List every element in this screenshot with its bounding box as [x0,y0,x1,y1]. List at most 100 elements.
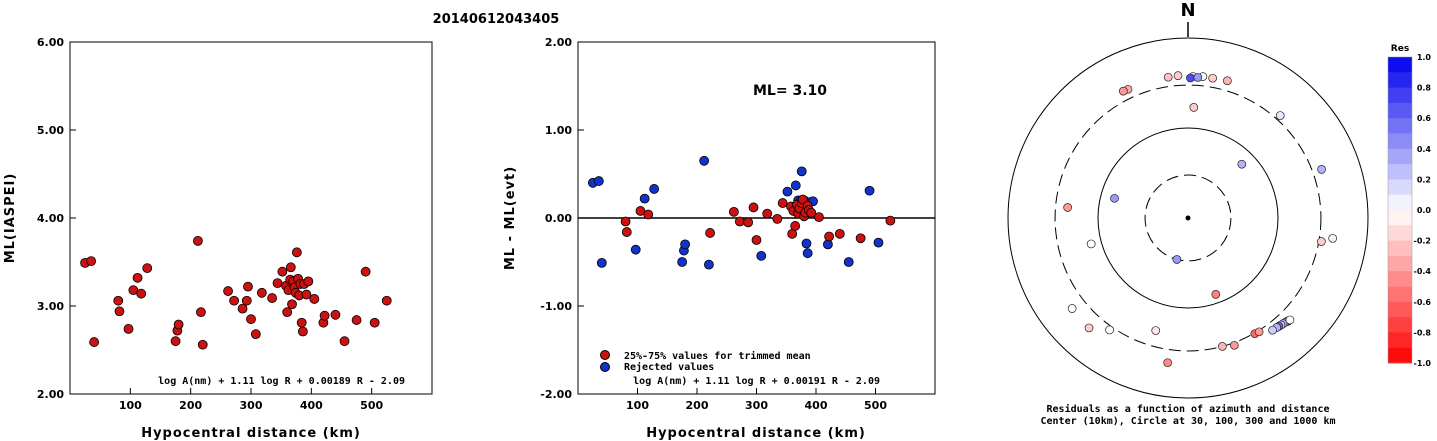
panel2-formula: log A(nm) + 1.11 log R + 0.00191 R - 2.0… [633,376,880,387]
station-point [1317,165,1326,174]
data-point [301,289,312,300]
x-tick-label: 200 [179,399,202,412]
station-point [1119,86,1128,96]
colorbar-label: 0.8 [1417,84,1432,93]
y-tick-label: 1.00 [545,124,572,137]
colorbar-label: 1.0 [1417,53,1432,62]
data-point [285,262,296,273]
station-point [1110,193,1119,203]
colorbar-cells [1388,57,1412,364]
colorbar-label: -0.8 [1414,328,1432,337]
trimmed-point [885,215,896,226]
colorbar-cell [1388,148,1412,165]
panel1-frame [69,41,433,395]
panel1-x-label: Hypocentral distance (km) [141,426,361,441]
rejected-point [801,238,812,249]
trimmed-point [806,207,817,218]
trimmed-point [620,216,631,227]
y-tick-label: 4.00 [37,212,64,225]
data-point [272,278,283,289]
colorbar-cell [1388,164,1412,180]
trimmed-point [790,221,801,231]
data-point [142,263,153,274]
polar-caption-line1: Residuals as a function of azimuth and d… [1047,403,1330,415]
ml-iaspei-panel: 100 200 300 400 500 2.00 3.00 4.00 5.00 6.00 log… [3,36,433,441]
colorbar-cell [1388,332,1412,349]
colorbar-cell [1388,102,1412,119]
colorbar-cell [1388,240,1412,257]
x-tick-label: 300 [240,399,263,412]
colorbar-cell [1388,271,1412,287]
data-point [303,276,314,287]
data-point [296,317,307,328]
colorbar-cell [1388,194,1412,211]
y-tick-label: 2.00 [37,388,64,401]
ring-30km [1144,174,1232,262]
data-point [360,266,371,277]
residual-colorbar: Res 1.0 0.8 0.6 0.4 0.2 0.0 -0.2 -0.4 -0.6 -0.8 -1… [1387,44,1432,368]
trimmed-point [621,227,632,237]
colorbar-cell [1388,301,1412,318]
data-point [256,287,267,298]
station-point [1189,103,1199,112]
data-point [291,247,302,258]
data-point [132,272,143,283]
station-point [1163,358,1173,368]
colorbar-label: -1.0 [1414,359,1432,368]
station-point [1317,237,1326,246]
distance-rings [1007,37,1369,399]
legend-rejected-marker [600,362,610,372]
legend-trimmed-marker [600,350,610,360]
data-point [229,295,240,306]
data-point [319,310,330,321]
data-point [351,315,362,325]
rejected-point [630,244,641,255]
data-point [277,266,288,277]
rejected-point [649,184,660,194]
colorbar-cell [1388,133,1412,150]
colorbar-cell [1388,87,1412,104]
rejected-point [593,176,604,186]
colorbar-frame [1387,56,1413,364]
trimmed-point [814,212,824,223]
rejected-point [782,186,793,197]
rejected-point [680,239,690,250]
ring-1000km [1007,37,1369,399]
colorbar-cell [1388,225,1412,242]
data-point [246,314,256,325]
data-point [369,317,380,328]
rejected-point [677,257,688,267]
colorbar-cell [1388,72,1412,89]
rejected-point [796,166,807,177]
y-tick-label: -2.00 [540,388,572,401]
ml-value-label: ML= 3.10 [753,83,827,99]
rejected-point [864,185,875,196]
station-point [1186,73,1195,83]
data-point [193,235,203,246]
station-point [1173,71,1183,81]
y-tick-label: 3.00 [37,300,64,313]
colorbar-label: -0.6 [1414,298,1432,307]
data-point [196,307,206,318]
polar-points [1063,71,1338,368]
colorbar-cell [1388,255,1412,272]
azimuth-distance-panel: N Residuals as a function of azimuth and… [1007,0,1369,427]
colorbar-labels: 1.0 0.8 0.6 0.4 0.2 0.0 -0.2 -0.4 -0.6 -0.8 -1.0 [1414,53,1432,368]
trimmed-point [777,198,788,208]
station-point [1163,72,1173,82]
data-point [123,323,134,334]
data-point [250,329,261,340]
station-point [1229,340,1239,350]
data-point [223,286,233,296]
colorbar-cell [1388,118,1412,134]
ml-residual-panel: 100 200 300 400 500 -2.00 -1.00 0.00 1.00 2.00 M… [503,36,936,441]
station-point [1151,326,1161,335]
station-point [1237,159,1247,169]
data-point [287,299,297,310]
colorbar-cell [1388,286,1412,303]
figure-title: 20140612043405 [433,12,560,27]
station-point [1063,203,1072,212]
panel1-formula: log A(nm) + 1.11 log R + 0.00189 R - 2.0… [158,376,405,387]
data-point [89,337,100,347]
panel2-x-label: Hypocentral distance (km) [646,426,866,441]
